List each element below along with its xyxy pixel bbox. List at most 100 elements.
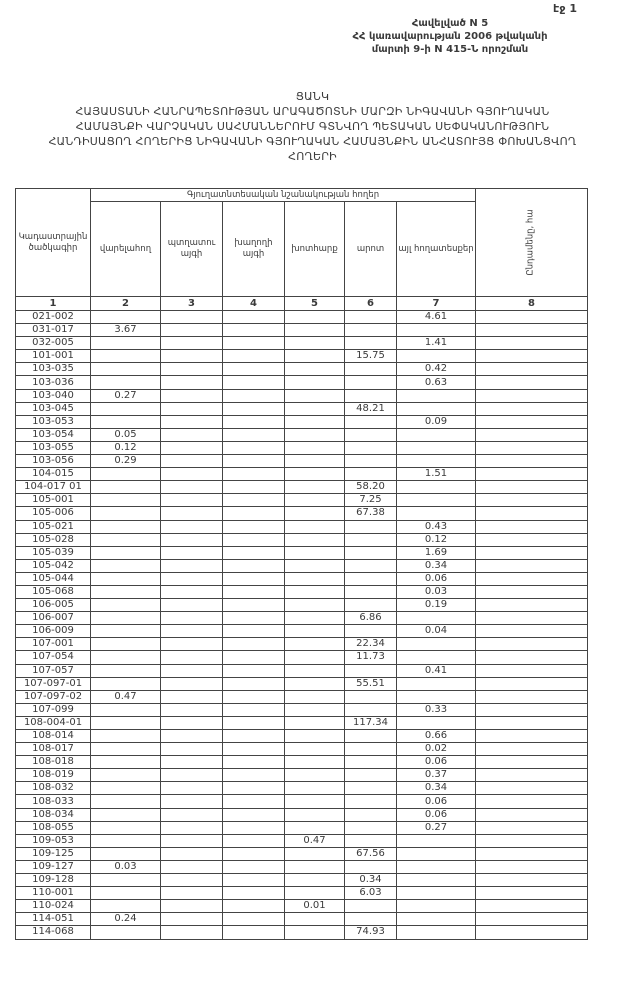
table-row: 103-056 0.29 [15,454,589,469]
area-cell [222,742,285,757]
area-cell [222,846,285,861]
area-cell [90,886,161,901]
area-cell [475,846,589,861]
table-row: 114-051 0.24 [15,912,589,927]
area-cell [90,899,161,914]
area-cell [160,584,223,600]
table-row: 106-009 0.04 [15,624,589,639]
area-cell [222,401,285,416]
area-cell [222,886,285,901]
area-cell [222,781,285,796]
cadastral-code-cell: 109-127 [15,859,91,875]
area-cell [475,728,589,744]
area-cell [90,742,161,757]
area-cell: 67.38 [344,506,397,521]
area-cell [284,480,345,495]
area-cell [344,519,397,534]
area-cell [344,781,397,796]
cadastral-code-cell: 107-001 [15,637,91,652]
area-cell [90,506,161,521]
area-cell [160,925,223,940]
area-cell [395,925,477,940]
area-cell [160,794,223,809]
cadastral-code-cell: 107-097-01 [15,676,91,691]
area-cell [475,519,589,534]
area-cell [160,558,223,573]
area-cell [160,336,223,351]
area-cell [222,728,285,744]
land-table: Կադաստրային ծածկագիր Գյուղատնտեսական նշա… [15,188,589,940]
area-cell [90,519,161,534]
table-row: 108-017 0.02 [15,742,589,757]
table-row: 108-033 0.06 [15,794,589,809]
area-cell [395,440,477,456]
area-cell [90,375,161,390]
area-cell [222,414,285,429]
area-cell [222,309,285,325]
area-cell [90,755,161,770]
area-cell [222,558,285,573]
area-cell: 11.73 [344,650,397,665]
area-cell [344,545,397,560]
area-cell [90,611,161,626]
area-cell [395,676,477,691]
area-cell: 0.01 [284,899,345,914]
area-cell [284,375,345,390]
table-row: 109-128 0.34 [15,873,589,888]
table-row: 104-017 01 58.20 [15,480,589,495]
area-cell [395,611,477,626]
cadastral-code-cell: 105-042 [15,558,91,573]
area-cell: 22.34 [344,637,397,652]
table-row: 108-032 0.34 [15,781,589,796]
title-heading: ՑԱՆԿ [295,90,330,103]
area-cell [284,650,345,665]
area-cell: 0.47 [90,689,161,704]
area-cell [160,545,223,560]
area-cell [160,532,223,547]
area-cell [344,807,397,822]
area-cell [475,571,589,586]
area-cell [475,454,589,469]
area-cell [90,807,161,822]
area-cell: 0.27 [395,820,477,835]
area-cell [344,388,397,403]
area-cell: 48.21 [344,401,397,416]
area-cell [395,912,477,927]
title-line: ՀԱՆԴԻՍԱՑՈՂ ՀՈՂԵՐԻՑ ՆԻԳԱՎԱՆԻ ԳՅՈՒՂԱԿԱՆ ՀԱ… [48,135,577,148]
area-cell [160,702,223,717]
area-cell [222,519,285,534]
area-cell [344,467,397,482]
cadastral-code-cell: 105-021 [15,519,91,534]
cadastral-code-cell: 103-040 [15,388,91,403]
area-cell [284,702,345,717]
area-cell [395,454,477,469]
area-cell [475,349,589,364]
cadastral-code-cell: 107-054 [15,650,91,665]
area-cell [344,309,397,325]
area-cell [90,414,161,429]
area-cell [284,624,345,639]
area-cell [284,493,345,508]
column-header-pasture: արոտ [344,201,397,297]
area-cell [90,571,161,586]
area-cell [475,663,589,678]
area-cell [160,859,223,875]
area-cell [284,414,345,429]
area-cell [475,440,589,456]
area-cell [284,689,345,704]
table-row: 114-068 74.93 [15,925,589,940]
area-cell [90,624,161,639]
area-cell [222,427,285,442]
area-cell: 0.06 [395,755,477,770]
area-cell: 74.93 [344,925,397,940]
table-row: 105-068 0.03 [15,584,589,600]
area-cell [395,899,477,914]
table-row: 105-039 1.69 [15,545,589,560]
cadastral-code-cell: 031-017 [15,323,91,338]
area-cell [160,493,223,508]
area-cell [222,794,285,809]
table-row: 105-006 67.38 [15,506,589,521]
area-cell [222,650,285,665]
area-cell [344,742,397,757]
area-cell: 1.69 [395,545,477,560]
